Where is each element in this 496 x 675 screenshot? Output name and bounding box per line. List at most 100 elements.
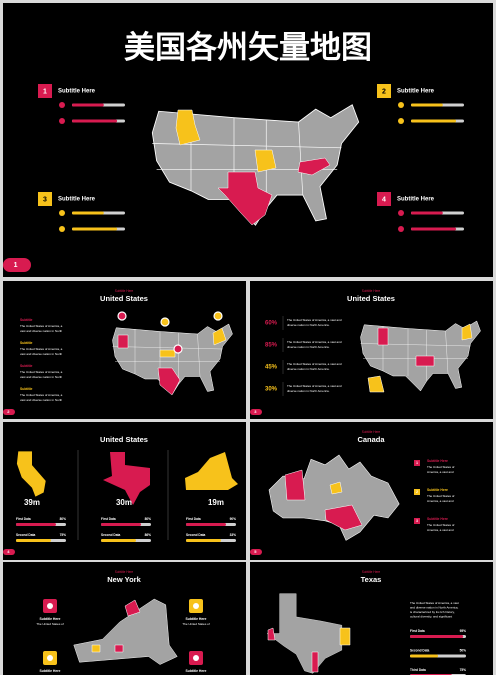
- stat-text: The United States of America, a vast and: [287, 340, 342, 344]
- bar-fill: [101, 539, 136, 542]
- item-subtitle: Subtitle: [20, 341, 33, 345]
- state-highlight: [217, 171, 273, 226]
- item-subtitle: Subtitle Here: [58, 89, 96, 95]
- item-text: America, a vast and: [427, 470, 454, 474]
- item-text: The United States of: [427, 494, 455, 498]
- row-value: 33%: [230, 533, 237, 537]
- map-pin: [213, 311, 223, 321]
- number-box: [377, 84, 391, 98]
- item-subtitle: Subtitle Here: [186, 669, 207, 673]
- number-box: [414, 460, 420, 466]
- texas-shape: [103, 452, 150, 505]
- page-number: 1: [14, 262, 18, 269]
- page-number: 3: [254, 409, 257, 414]
- ny-shape: [185, 452, 238, 490]
- slide-title: United States: [100, 294, 148, 303]
- item-number: 2: [416, 490, 418, 494]
- bar-fill: [411, 211, 443, 215]
- stat-text: diverse nation in North America.: [287, 389, 330, 393]
- page-number: 2: [7, 409, 10, 414]
- slide-tag: Subtitle Here: [362, 430, 381, 434]
- map-pin: [173, 344, 183, 354]
- page-tag: [250, 409, 262, 415]
- icon: [47, 655, 53, 661]
- state-highlight: [329, 481, 343, 495]
- row-label: First Data: [16, 517, 31, 521]
- item-text: America, a vast and: [427, 499, 454, 503]
- slide-title: United States: [347, 294, 395, 303]
- item-subtitle: Subtitle Here: [397, 197, 435, 203]
- row-label: First Data: [186, 517, 201, 521]
- slide-title: United States: [100, 435, 148, 444]
- item-subtitle: Subtitle Here: [427, 488, 448, 492]
- stat-text: diverse nation in North America.: [287, 367, 330, 371]
- row-label: Second Data: [186, 533, 206, 537]
- number-box: [38, 84, 52, 98]
- column-value: 30m: [116, 498, 132, 507]
- item-subtitle: Subtitle: [20, 318, 33, 322]
- item-text: The United States of America, a: [20, 370, 63, 374]
- item-text: The United States of: [427, 523, 455, 527]
- cover-title: 美国各州矢量地图: [124, 30, 372, 65]
- stat-text: The United States of America, a vast and: [287, 384, 342, 388]
- number-box: [414, 489, 420, 495]
- stat-text: The United States of America, a vast and: [287, 318, 342, 322]
- item-subtitle: Subtitle Here: [397, 89, 435, 95]
- icon: [398, 226, 404, 232]
- item-text: The United States of: [36, 674, 64, 675]
- row-value: 86%: [145, 533, 152, 537]
- stat-value: 60%: [265, 321, 278, 327]
- bar-fill: [411, 103, 443, 107]
- item-text: vast and diverse nation in North: [20, 398, 63, 402]
- icon: [398, 118, 404, 124]
- slide-title: Canada: [357, 435, 385, 444]
- map-pin: [160, 317, 170, 327]
- item-text: vast and diverse nation in North: [20, 352, 63, 356]
- row-label: Third Data: [410, 668, 426, 672]
- bar-fill: [410, 635, 464, 638]
- icon: [59, 226, 65, 232]
- bar-fill: [72, 211, 104, 215]
- item-subtitle: Subtitle Here: [186, 617, 207, 621]
- state-highlight: [124, 599, 141, 617]
- bar-fill: [72, 119, 118, 123]
- item-text: vast and diverse nation in North: [20, 375, 63, 379]
- state-highlight: [415, 355, 435, 367]
- state-highlight: [284, 469, 306, 501]
- state-highlight: [157, 367, 181, 396]
- item-text: The United States of: [427, 465, 455, 469]
- item-text: The United States of: [182, 674, 210, 675]
- number-box: [377, 192, 391, 206]
- row-label: Second Data: [410, 648, 430, 652]
- item-subtitle: Subtitle Here: [427, 459, 448, 463]
- item-subtitle: Subtitle: [20, 364, 33, 368]
- item-text: The United States of America, a: [20, 347, 63, 351]
- page-number: 4: [7, 549, 10, 554]
- item-text: The United States of: [182, 622, 210, 626]
- bar-fill: [411, 119, 457, 123]
- bar-fill: [186, 539, 221, 542]
- state-highlight: [377, 327, 389, 346]
- paragraph: The United States of America, a vast: [410, 601, 459, 605]
- state-highlight: [324, 504, 363, 531]
- icon: [59, 118, 65, 124]
- bar-fill: [16, 523, 56, 526]
- column-value: 39m: [24, 498, 40, 507]
- icon: [193, 655, 199, 661]
- row-label: Second Data: [101, 533, 121, 537]
- bar-fill: [72, 227, 118, 231]
- item-subtitle: Subtitle Here: [427, 517, 448, 521]
- page-tag: [3, 409, 15, 415]
- item-number: 2: [382, 88, 386, 95]
- row-value: 95%: [460, 629, 467, 633]
- bar-fill: [101, 523, 141, 526]
- slide-tag: Subtitle Here: [362, 570, 381, 574]
- icon: [59, 102, 65, 108]
- state-highlight: [212, 327, 227, 346]
- stat-value: 85%: [265, 343, 278, 349]
- state-highlight: [117, 334, 129, 349]
- map-pin: [117, 311, 127, 321]
- icon: [398, 102, 404, 108]
- item-text: The United States of America, a: [20, 324, 63, 328]
- item-subtitle: Subtitle Here: [58, 197, 96, 203]
